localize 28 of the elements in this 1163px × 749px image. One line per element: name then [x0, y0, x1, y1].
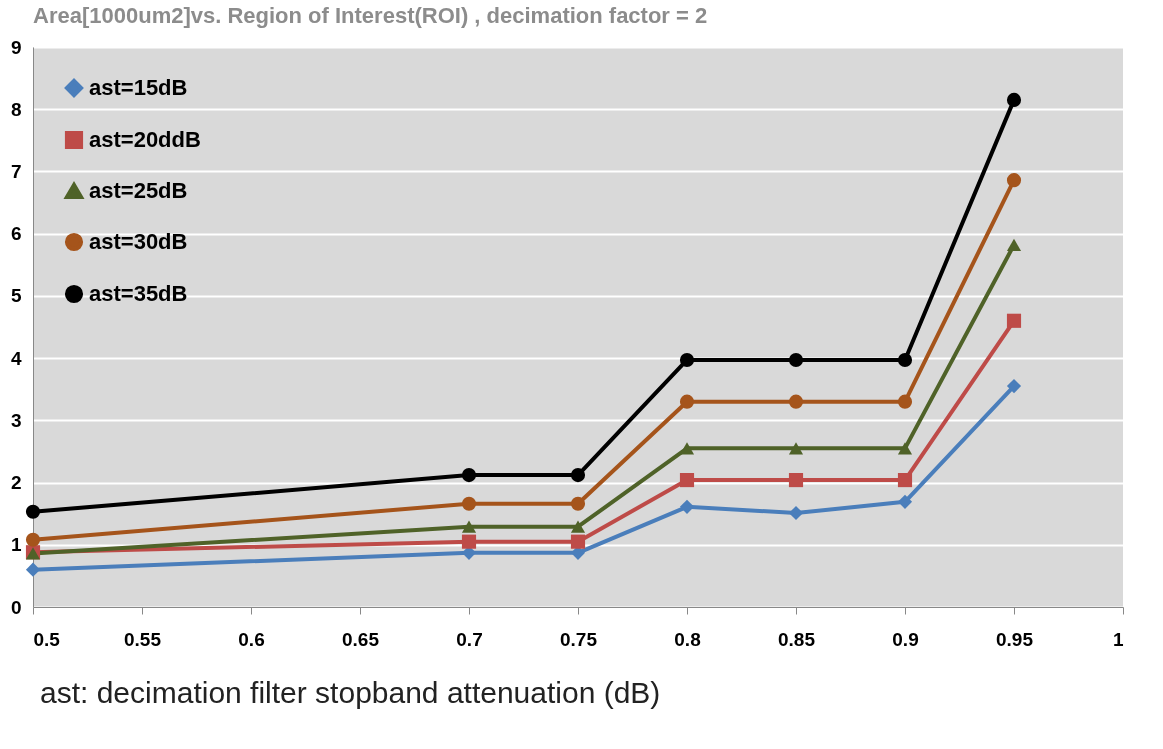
- x-tick-label: 0.55: [124, 628, 162, 650]
- legend-label: ast=25dB: [89, 178, 188, 203]
- x-tick-label: 0.5: [33, 628, 61, 650]
- x-tick-label: 0.95: [996, 628, 1034, 650]
- x-tick-label: 0.9: [892, 628, 919, 650]
- y-tick-label: 3: [10, 409, 22, 431]
- x-tick-label: 0.75: [560, 628, 598, 650]
- y-tick-label: 7: [10, 160, 22, 182]
- x-tick-label: 0.85: [778, 628, 816, 650]
- legend-label: ast=15dB: [89, 75, 188, 100]
- x-tick-label: 0.6: [238, 628, 265, 650]
- x-tick-label: 1: [1112, 628, 1124, 650]
- y-tick-label: 5: [10, 285, 22, 307]
- y-tick-label: 1: [10, 534, 22, 556]
- y-tick-label: 8: [10, 98, 22, 120]
- y-tick-label: 4: [10, 347, 22, 369]
- legend-label: ast=35dB: [89, 281, 188, 306]
- x-tick-label: 0.8: [674, 628, 701, 650]
- text: ast: decimation filter stopband attenuation (dB): [40, 676, 662, 710]
- chart-title: Area[1000um2]vs. Region of Interest(ROI) , decimation factor = 2: [33, 3, 708, 28]
- y-tick-label: 6: [10, 223, 22, 245]
- legend-label: ast=20ddB: [89, 127, 201, 152]
- x-tick-label: 0.65: [342, 628, 380, 650]
- y-tick-label: 9: [10, 36, 22, 58]
- y-tick-label: 0: [10, 596, 22, 618]
- x-tick-label: 0.7: [456, 628, 483, 650]
- y-tick-label: 2: [10, 472, 22, 494]
- legend-label: ast=30dB: [89, 229, 188, 254]
